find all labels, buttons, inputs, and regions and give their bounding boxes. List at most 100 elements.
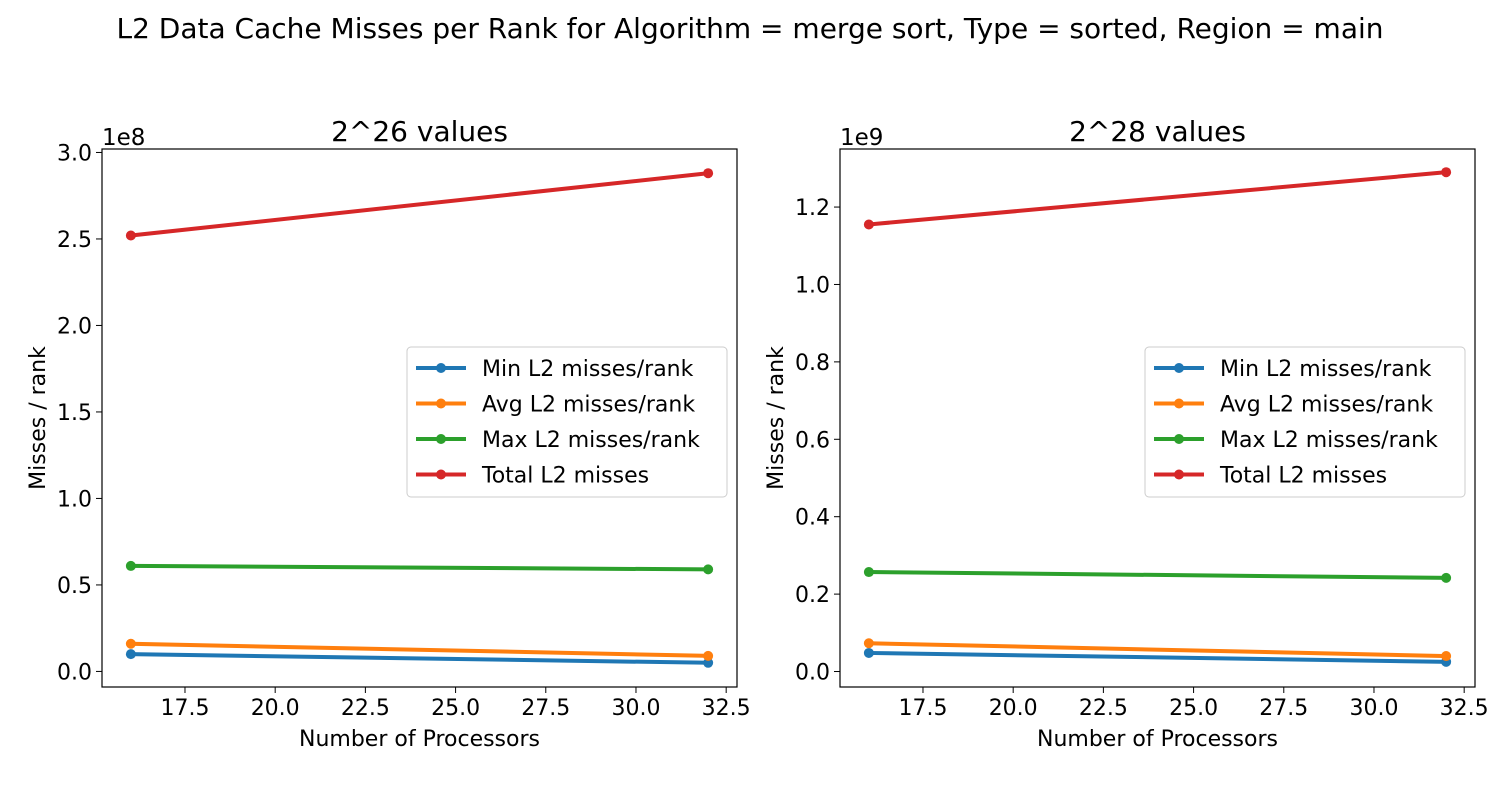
series-line bbox=[128, 563, 711, 572]
legend-item: Total L2 misses bbox=[1154, 464, 1387, 489]
data-point bbox=[125, 560, 136, 571]
y-tick-label: 1.5 bbox=[57, 401, 92, 426]
series-line bbox=[128, 641, 711, 658]
series-4 bbox=[125, 168, 714, 241]
y-tick-label: 2.5 bbox=[57, 228, 92, 253]
axes-title: 2^26 values bbox=[331, 115, 508, 148]
x-tick-label: 22.5 bbox=[341, 696, 390, 721]
legend-marker bbox=[1174, 363, 1184, 373]
y-tick-label: 0.4 bbox=[795, 506, 830, 531]
axes-frame bbox=[839, 148, 1476, 688]
legend-label: Total L2 misses bbox=[481, 464, 649, 489]
legend-marker bbox=[436, 363, 446, 373]
series-line bbox=[128, 652, 711, 665]
series-2 bbox=[863, 638, 1452, 662]
legend-marker bbox=[436, 434, 446, 444]
data-point bbox=[125, 638, 136, 649]
x-tick-label: 27.5 bbox=[521, 696, 570, 721]
y-tick-label: 0.0 bbox=[57, 660, 92, 685]
data-point bbox=[703, 168, 714, 179]
chart-panel-2: 2^28 values 1e9 17.5 20.0 22.5 25.0 27.5 30.0 32… bbox=[764, 115, 1489, 752]
series-2 bbox=[125, 638, 714, 661]
legend-frame bbox=[1144, 346, 1466, 498]
y-offset-text: 1e9 bbox=[840, 125, 883, 151]
y-tick-label: 0.0 bbox=[795, 661, 830, 686]
data-point bbox=[1441, 651, 1452, 662]
data-point bbox=[125, 230, 136, 241]
y-tick-label: 0.5 bbox=[57, 574, 92, 599]
legend-frame bbox=[406, 346, 728, 498]
legend-marker bbox=[1174, 398, 1184, 409]
legend-item: Min L2 misses/rank bbox=[416, 357, 694, 382]
legend-label: Avg L2 misses/rank bbox=[1220, 393, 1433, 418]
legend-marker bbox=[436, 398, 446, 409]
series-line bbox=[866, 170, 1449, 227]
legend-label: Min L2 misses/rank bbox=[1220, 357, 1432, 382]
y-axis-label: Misses / rank bbox=[26, 346, 51, 490]
data-point bbox=[1441, 167, 1452, 178]
x-tick-label: 17.5 bbox=[898, 696, 947, 721]
x-tick-label: 20.0 bbox=[251, 696, 300, 721]
y-tick-label: 2.0 bbox=[57, 314, 92, 339]
legend-label: Max L2 misses/rank bbox=[1220, 428, 1438, 453]
legend-item: Total L2 misses bbox=[416, 464, 649, 489]
data-point bbox=[1441, 572, 1452, 583]
y-axis-label: Misses / rank bbox=[764, 346, 789, 490]
x-tick-label: 22.5 bbox=[1079, 696, 1128, 721]
series-3 bbox=[863, 567, 1452, 583]
series-1 bbox=[125, 649, 714, 668]
y-offset-text: 1e8 bbox=[102, 125, 145, 151]
series-line bbox=[866, 641, 1449, 659]
legend-label: Min L2 misses/rank bbox=[482, 357, 694, 382]
legend-marker bbox=[1174, 434, 1184, 444]
y-tick-label: 1.0 bbox=[795, 273, 830, 298]
data-point bbox=[863, 567, 874, 578]
legend-label: Avg L2 misses/rank bbox=[482, 393, 695, 418]
legend: Min L2 misses/rank Avg L2 misses/rank Max … bbox=[1144, 346, 1466, 498]
data-point bbox=[703, 650, 714, 661]
subplots: 2^26 values 1e8 17.5 20.0 22.5 25.0 27.5 30.0 32… bbox=[26, 115, 1489, 752]
data-point bbox=[863, 219, 874, 230]
legend-item: Max L2 misses/rank bbox=[416, 428, 700, 453]
legend-label: Total L2 misses bbox=[1219, 464, 1387, 489]
x-tick-label: 25.0 bbox=[1169, 696, 1218, 721]
x-axis-label: Number of Processors bbox=[299, 727, 540, 752]
data-point bbox=[703, 564, 714, 575]
y-tick-label: 3.0 bbox=[57, 141, 92, 166]
x-tick-label: 25.0 bbox=[431, 696, 480, 721]
data-point bbox=[863, 638, 874, 649]
y-tick-label: 0.8 bbox=[795, 351, 830, 376]
legend-marker bbox=[1174, 469, 1184, 480]
x-tick-label: 17.5 bbox=[160, 696, 209, 721]
series-3 bbox=[125, 560, 714, 575]
y-tick-label: 1.0 bbox=[57, 487, 92, 512]
axes-frame bbox=[101, 148, 738, 688]
legend-item: Min L2 misses/rank bbox=[1154, 357, 1432, 382]
data-point bbox=[125, 649, 136, 660]
data-point bbox=[703, 657, 714, 668]
y-tick-label: 0.2 bbox=[795, 583, 830, 608]
data-point bbox=[863, 647, 874, 658]
chart-panel-1: 2^26 values 1e8 17.5 20.0 22.5 25.0 27.5 30.0 32… bbox=[26, 115, 751, 752]
x-tick-label: 32.5 bbox=[702, 696, 751, 721]
legend-item: Max L2 misses/rank bbox=[1154, 428, 1438, 453]
legend-item: Avg L2 misses/rank bbox=[1154, 393, 1433, 418]
x-tick-label: 20.0 bbox=[989, 696, 1038, 721]
legend-item: Avg L2 misses/rank bbox=[416, 393, 695, 418]
y-tick-label: 0.6 bbox=[795, 428, 830, 453]
figure-suptitle: L2 Data Cache Misses per Rank for Algori… bbox=[116, 12, 1383, 45]
x-tick-label: 32.5 bbox=[1440, 696, 1489, 721]
series-4 bbox=[863, 167, 1452, 230]
x-tick-label: 30.0 bbox=[611, 696, 660, 721]
legend-marker bbox=[436, 469, 446, 480]
x-tick-label: 27.5 bbox=[1259, 696, 1308, 721]
legend: Min L2 misses/rank Avg L2 misses/rank Max … bbox=[406, 346, 728, 498]
legend-label: Max L2 misses/rank bbox=[482, 428, 700, 453]
series-line bbox=[128, 171, 711, 238]
x-tick-label: 30.0 bbox=[1349, 696, 1398, 721]
series-line bbox=[866, 650, 1449, 664]
axes-title: 2^28 values bbox=[1069, 115, 1246, 148]
series-line bbox=[866, 570, 1449, 580]
y-tick-label: 1.2 bbox=[795, 196, 830, 221]
